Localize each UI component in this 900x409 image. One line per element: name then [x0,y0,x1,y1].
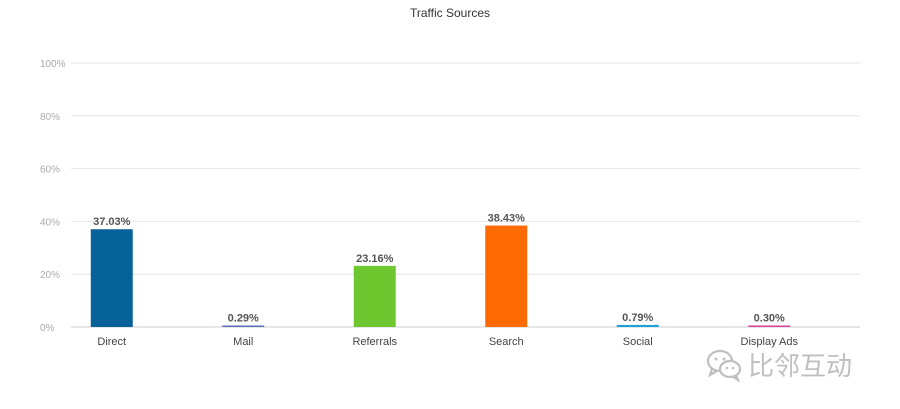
y-tick-label: 20% [40,270,60,281]
x-tick-label: Direct [97,336,126,348]
x-tick-label: Social [623,336,653,348]
y-tick-label: 100% [40,59,66,70]
bar [485,225,528,327]
gridlines [71,62,860,328]
bar [90,229,133,327]
y-tick-label: 40% [40,217,60,228]
watermark: 比邻互动 [706,346,852,383]
bar [222,325,265,327]
value-label: 23.16% [356,253,394,265]
bar [616,324,659,327]
value-label: 38.43% [488,213,526,225]
value-labels: 37.03% 0.29% 23.16% 38.43% 0.79% 0.30% [93,213,785,325]
bars [90,225,791,327]
y-tick-label: 0% [40,323,55,334]
value-label: 0.29% [228,313,259,325]
value-label: 0.79% [622,312,653,324]
x-axis-ticks: Direct Mail Referrals Search Social Display A… [97,336,798,348]
chart-title: Traffic Sources [409,6,491,20]
x-tick-label: Referrals [352,336,397,348]
value-label: 37.03% [93,216,131,228]
x-tick-label: Search [489,336,524,348]
wechat-icon [706,349,742,382]
watermark-text: 比邻互动 [748,352,853,382]
bar [748,325,791,327]
x-tick-label: Display Ads [741,336,799,348]
y-tick-label: 80% [40,112,60,123]
y-axis-ticks: 0% 20% 40% 60% 80% 100% [40,59,66,334]
x-tick-label: Mail [233,336,253,348]
value-label: 0.30% [754,313,785,325]
y-tick-label: 60% [40,165,60,176]
bar [353,265,396,327]
